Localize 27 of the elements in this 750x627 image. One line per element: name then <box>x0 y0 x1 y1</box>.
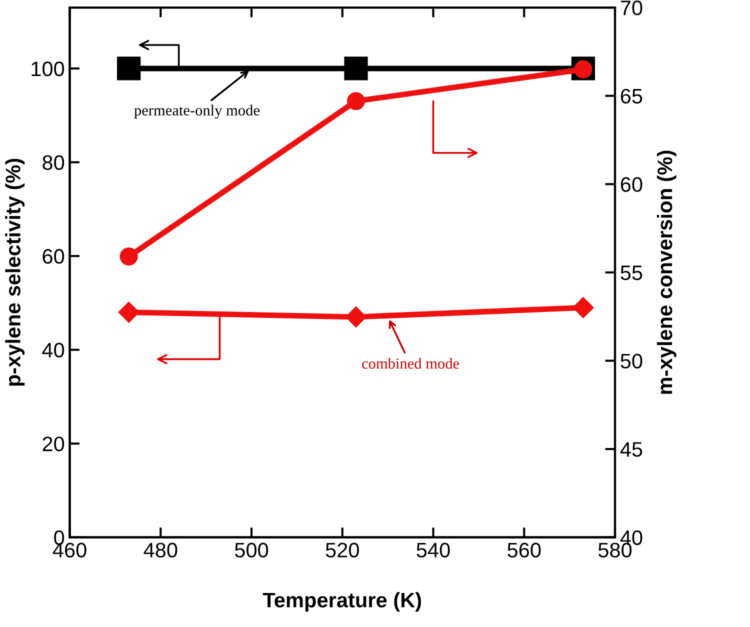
y2-tick-label: 55 <box>620 266 642 280</box>
y-tick-label: 80 <box>42 155 64 170</box>
x-tick-label: 520 <box>326 542 359 558</box>
x-axis-title: Temperature (K) <box>262 592 422 612</box>
point <box>344 56 368 80</box>
y2-tick-label: 65 <box>620 88 642 104</box>
y-tick-label: 60 <box>42 249 64 264</box>
x-tick-label: 500 <box>234 542 268 558</box>
point <box>117 56 141 80</box>
y2-axis-title: m-xylene conversion (%) <box>656 150 676 394</box>
y-axis-title: p-xylene selectivity (%) <box>5 158 25 386</box>
y2-tick-label: 60 <box>620 177 642 192</box>
x-tick-label: 540 <box>416 542 450 558</box>
y2-tick-label: 50 <box>620 354 642 368</box>
point <box>572 297 594 318</box>
x-tick-label: 560 <box>508 542 541 558</box>
point <box>118 302 140 323</box>
y-tick-label: 20 <box>42 436 64 452</box>
annotation: permeate-only mode <box>134 104 260 119</box>
x-tick-label: 480 <box>144 542 178 558</box>
y-tick-label: 100 <box>32 61 64 76</box>
y2-tick-label: 45 <box>620 442 642 457</box>
y-tick-label: 40 <box>42 342 64 358</box>
annotation: combined mode <box>362 358 460 369</box>
point <box>346 92 366 110</box>
y2-tick-label: 70 <box>620 0 642 16</box>
point <box>120 248 138 266</box>
